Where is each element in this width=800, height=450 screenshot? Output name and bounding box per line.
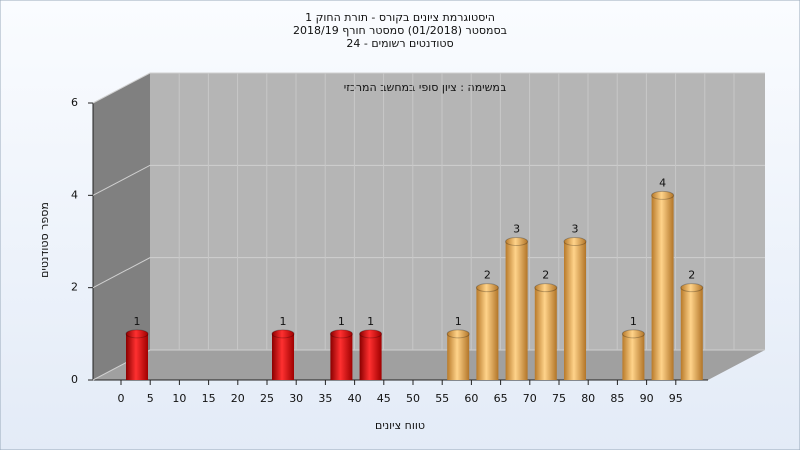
data-label: 1	[630, 315, 637, 328]
bar	[680, 287, 703, 380]
bar-cap	[621, 329, 645, 339]
bar	[505, 241, 528, 380]
title-line: היסטוגרמת ציונים בקורס - תורת החוק 1	[305, 11, 495, 24]
x-tick-label: 0	[118, 392, 125, 405]
x-tick-label: 5	[147, 392, 154, 405]
data-label: 4	[659, 176, 666, 189]
y-tick-label: 0	[71, 373, 78, 386]
x-tick-label: 60	[464, 392, 478, 405]
bar	[476, 287, 499, 380]
data-label: 1	[455, 315, 462, 328]
bar-cap	[505, 237, 529, 246]
y-axis-label: מספר סטודנטים	[38, 202, 51, 278]
data-label: 1	[134, 315, 141, 328]
bar-cap	[271, 329, 295, 339]
bar	[651, 195, 674, 380]
x-tick-label: 45	[377, 392, 391, 405]
x-tick-label: 40	[348, 392, 362, 405]
bar	[330, 333, 353, 380]
bar-cap	[446, 329, 470, 339]
y-tick-label: 6	[71, 96, 78, 109]
x-tick-label: 85	[610, 392, 624, 405]
bar-cap	[359, 329, 383, 339]
x-tick-label: 30	[289, 392, 303, 405]
data-label: 2	[542, 269, 549, 282]
x-tick-label: 90	[640, 392, 654, 405]
bar	[564, 241, 586, 380]
x-tick-label: 20	[231, 392, 245, 405]
grid-line	[92, 257, 765, 289]
y-tick-label: 4	[71, 188, 78, 201]
bar	[272, 333, 294, 380]
y-tick-label: 2	[71, 281, 78, 294]
x-tick-label: 35	[318, 392, 332, 405]
data-label: 1	[367, 315, 374, 328]
x-axis-label: טווח ציונים	[375, 419, 425, 432]
bar-cap	[329, 329, 353, 339]
data-label: 3	[513, 223, 520, 236]
x-tick-label: 10	[172, 392, 186, 405]
data-label: 2	[688, 269, 695, 282]
grid-line	[92, 164, 765, 196]
bar	[359, 333, 382, 380]
title-line: בסמסטר (01/2018) סמסטר חורף 2018/19	[293, 24, 507, 37]
annotation: במשימה : ציון סופי במחשב המרכזי	[344, 81, 507, 94]
bar	[622, 333, 645, 380]
data-label: 1	[338, 315, 345, 328]
floor	[93, 350, 765, 380]
bar-cap	[534, 283, 558, 293]
bar	[447, 333, 470, 380]
bar-cap	[125, 329, 149, 339]
left-wall	[93, 73, 150, 380]
x-tick-label: 55	[435, 392, 449, 405]
bar-cap	[563, 237, 587, 246]
bar-cap	[651, 190, 675, 200]
bar-cap	[680, 283, 704, 293]
bar	[126, 333, 148, 380]
grid-line	[92, 349, 765, 381]
x-tick-label: 80	[581, 392, 595, 405]
x-tick-label: 75	[552, 392, 566, 405]
bar	[534, 287, 557, 380]
x-tick-label: 70	[523, 392, 537, 405]
title-line: סטודנטים רשומים - 24	[346, 37, 453, 50]
x-tick-label: 25	[260, 392, 274, 405]
x-tick-label: 15	[202, 392, 216, 405]
back-wall	[150, 73, 765, 350]
bar-cap	[475, 283, 499, 293]
data-label: 3	[572, 223, 579, 236]
data-label: 1	[280, 315, 287, 328]
x-tick-label: 95	[669, 392, 683, 405]
grid-line	[92, 72, 765, 104]
x-tick-label: 65	[494, 392, 508, 405]
data-label: 2	[484, 269, 491, 282]
x-tick-label: 50	[406, 392, 420, 405]
